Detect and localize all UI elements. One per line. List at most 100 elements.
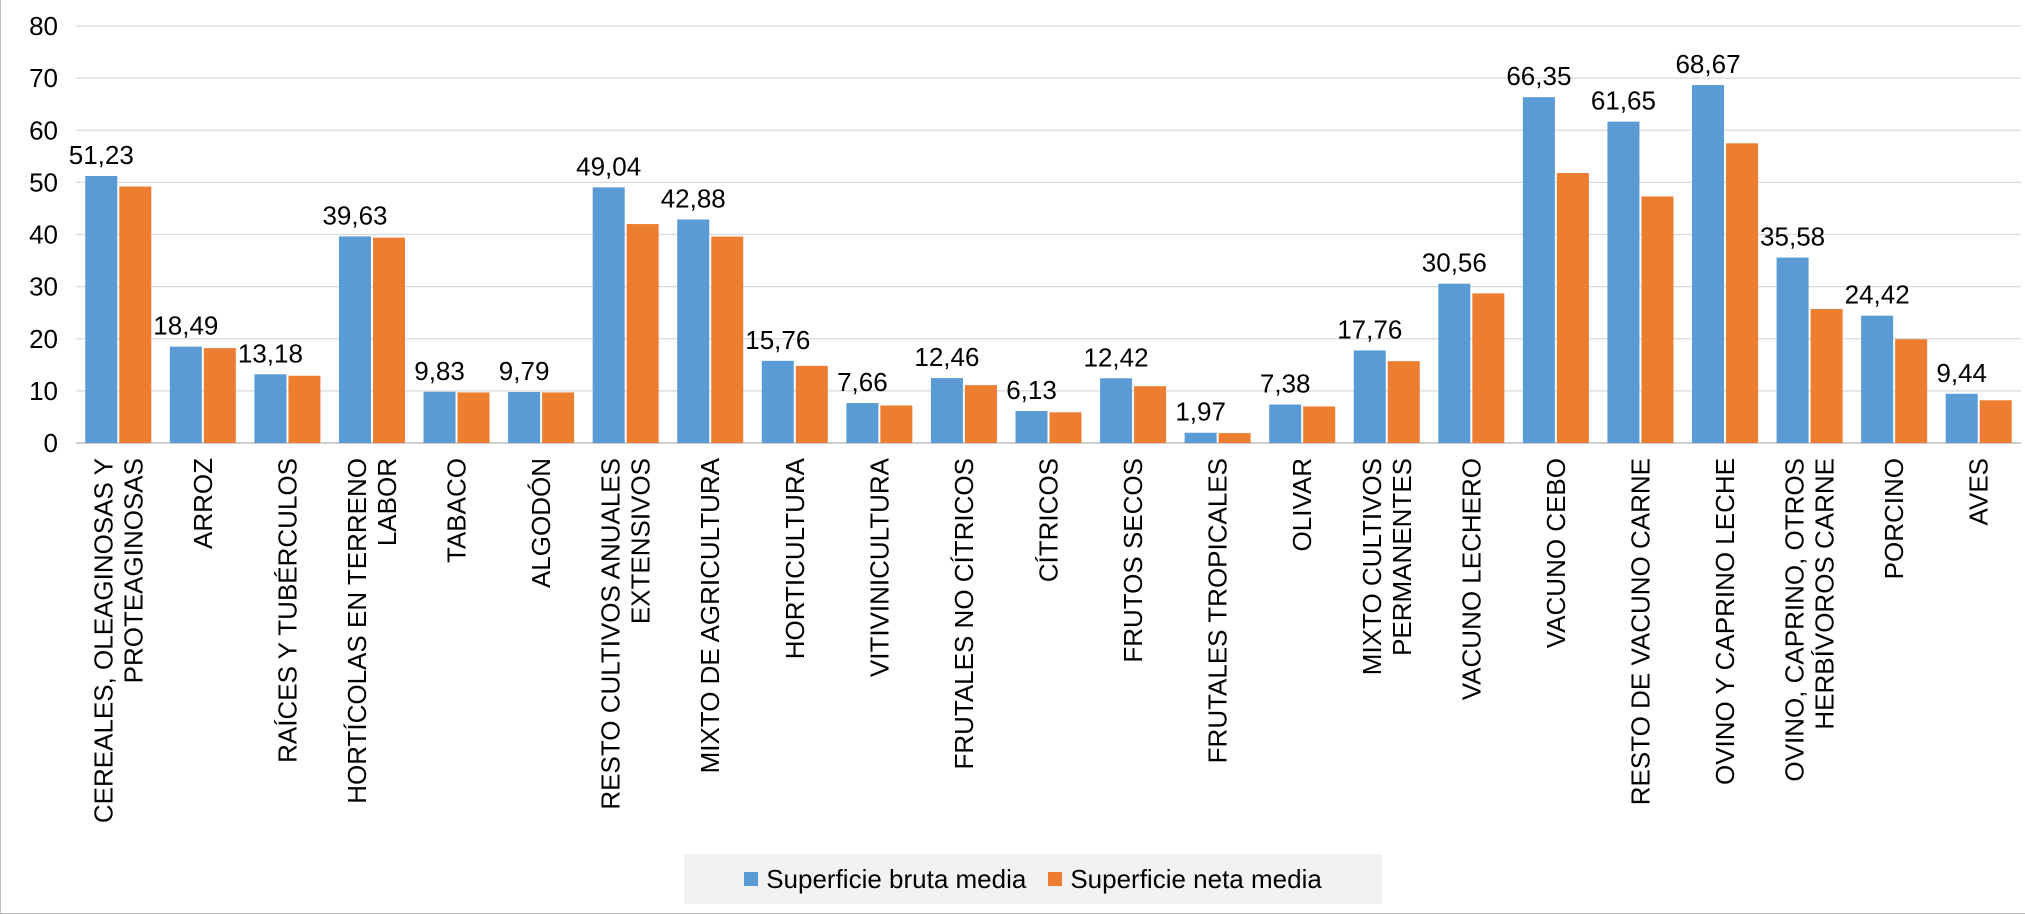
bar-bruta (254, 374, 287, 443)
legend-item-bruta: Superficie bruta media (744, 864, 1026, 895)
bar-bruta (930, 378, 963, 443)
bar-bruta (423, 391, 456, 443)
category-label-line: HORTÍCOLAS EN TERRENO (342, 458, 372, 804)
bar-bruta (1015, 411, 1048, 443)
bar-neta (1387, 361, 1420, 443)
bar-bruta (1353, 350, 1386, 443)
category-label: RAÍCES Y TUBÉRCULOS (272, 458, 302, 763)
category-label-line: RESTO CULTIVOS ANUALES (596, 458, 626, 810)
bar-neta (457, 392, 490, 443)
category-label: OLIVAR (1287, 458, 1317, 551)
category-label-line: EXTENSIVOS (626, 458, 656, 624)
data-label: 1,97 (1175, 397, 1226, 427)
bar-neta (1979, 400, 2012, 443)
category-label-line: OVINO, CAPRINO, OTROS (1780, 458, 1810, 782)
bars (85, 85, 2012, 444)
y-tick-label: 60 (29, 115, 58, 145)
data-label: 66,35 (1506, 61, 1571, 91)
category-label-line: FRUTALES TROPICALES (1203, 458, 1233, 763)
category-label: RESTO DE VACUNO CARNE (1625, 458, 1655, 805)
category-label-line: OLIVAR (1287, 458, 1317, 551)
category-label-line: PORCINO (1879, 458, 1909, 579)
bar-neta (542, 392, 575, 443)
legend-label-bruta: Superficie bruta media (766, 863, 1027, 894)
bar-neta (1641, 196, 1674, 443)
y-tick-label: 20 (29, 324, 58, 354)
data-label: 9,79 (499, 356, 550, 386)
data-label: 15,76 (745, 325, 810, 355)
bar-bruta (1269, 404, 1302, 443)
bar-bruta (1184, 432, 1217, 443)
data-label: 6,13 (1006, 375, 1057, 405)
category-label: OVINO, CAPRINO, OTROS HERBÍVOROS CARNE (1780, 458, 1840, 782)
category-label: ARROZ (188, 458, 218, 549)
y-tick-label: 80 (29, 11, 58, 41)
bar-neta (203, 348, 236, 443)
legend-item-neta: Superficie neta media (1048, 864, 1322, 895)
category-label: RESTO CULTIVOS ANUALES EXTENSIVOS (596, 458, 656, 810)
data-label: 49,04 (576, 151, 641, 181)
bar-neta (1726, 143, 1759, 443)
bar-neta (1049, 412, 1082, 443)
data-label: 9,83 (414, 356, 465, 386)
category-label: ALGODÓN (526, 458, 556, 588)
bar-neta (964, 385, 997, 443)
category-label: VITIVINICULTURA (864, 457, 894, 677)
category-label: VACUNO CEBO (1541, 458, 1571, 648)
category-label-line: PROTEAGINOSAS (118, 458, 148, 683)
data-label: 12,42 (1084, 342, 1149, 372)
data-label: 7,66 (837, 367, 888, 397)
data-label: 7,38 (1260, 369, 1311, 399)
bar-neta (880, 405, 913, 443)
bar-bruta (1692, 85, 1725, 444)
bar-bruta (338, 236, 371, 443)
category-label: MIXTO CULTIVOS PERMANENTES (1357, 458, 1417, 675)
data-label: 61,65 (1591, 86, 1656, 116)
bar-bruta (592, 187, 625, 443)
category-label: TABACO (442, 458, 472, 563)
category-label-line: RAÍCES Y TUBÉRCULOS (272, 458, 302, 763)
category-label: FRUTOS SECOS (1118, 458, 1148, 663)
bar-bruta (1438, 283, 1471, 443)
category-label: PORCINO (1879, 458, 1909, 579)
data-label: 68,67 (1675, 49, 1740, 79)
bar-neta (1556, 172, 1589, 443)
category-label-line: OVINO Y CAPRINO LECHE (1710, 458, 1740, 785)
bar-bruta (1100, 378, 1133, 443)
category-label: FRUTALES NO CÍTRICOS (949, 458, 979, 770)
data-label: 51,23 (69, 140, 134, 170)
category-label-line: HERBÍVOROS CARNE (1810, 458, 1840, 730)
category-label: VACUNO LECHERO (1456, 458, 1486, 700)
category-labels: CEREALES, OLEAGINOSAS Y PROTEAGINOSAS ARRO… (88, 457, 1993, 823)
category-label-line: RESTO DE VACUNO CARNE (1625, 458, 1655, 805)
y-tick-label: 0 (44, 428, 58, 458)
data-label: 39,63 (322, 200, 387, 230)
y-tick-label: 70 (29, 63, 58, 93)
category-label-line: LABOR (372, 458, 402, 546)
y-tick-label: 40 (29, 220, 58, 250)
data-labels: 51,23 18,49 13,18 39,63 9,83 9,79 49,04 42,88 15… (69, 49, 1987, 427)
data-label: 18,49 (153, 311, 218, 341)
category-label-line: TABACO (442, 458, 472, 563)
category-label: OVINO Y CAPRINO LECHE (1710, 458, 1740, 785)
data-label: 12,46 (914, 342, 979, 372)
data-label: 24,42 (1845, 280, 1910, 310)
bar-bruta (761, 360, 794, 443)
category-label: CEREALES, OLEAGINOSAS Y PROTEAGINOSAS (88, 458, 148, 823)
category-label-line: CEREALES, OLEAGINOSAS Y (88, 458, 118, 823)
y-axis-ticks: 0 10 20 30 40 50 60 70 80 (29, 11, 58, 458)
data-label: 9,44 (1936, 358, 1987, 388)
y-tick-label: 10 (29, 376, 58, 406)
category-label-line: VACUNO LECHERO (1456, 458, 1486, 700)
data-label: 13,18 (238, 338, 303, 368)
bar-bruta (85, 175, 118, 443)
category-label-line: AVES (1964, 458, 1994, 525)
category-label: HORTICULTURA (780, 457, 810, 659)
bar-neta (795, 365, 828, 443)
bar-neta (372, 237, 405, 443)
bar-bruta (677, 219, 710, 443)
bar-bruta (169, 346, 202, 443)
bar-neta (1303, 406, 1336, 443)
